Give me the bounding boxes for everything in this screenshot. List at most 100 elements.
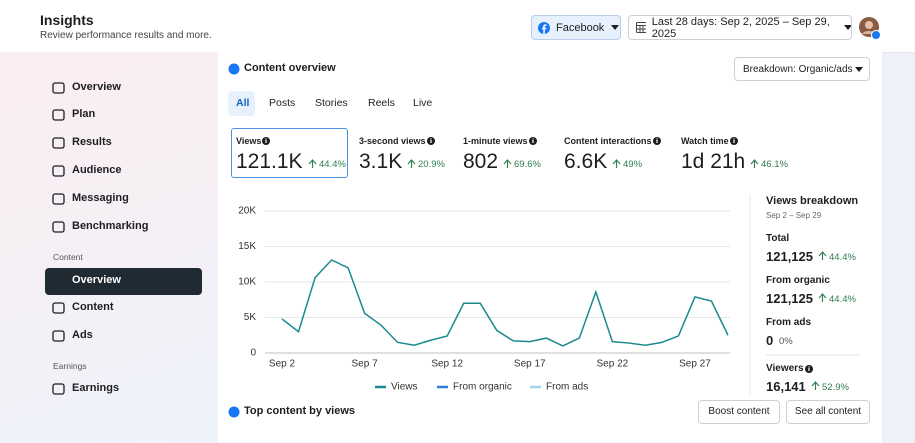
info-icon-dot xyxy=(733,138,735,140)
info-icon-mark xyxy=(430,140,432,143)
nav-item[interactable]: Ads xyxy=(72,329,93,341)
up-arrow xyxy=(308,159,317,168)
calendar-icon xyxy=(636,22,646,33)
panel-row-value: 16,141 xyxy=(766,379,806,394)
content-card xyxy=(218,52,882,443)
info-icon-mark xyxy=(265,140,267,143)
panel-row-label: Total xyxy=(766,233,790,244)
tab[interactable]: Stories xyxy=(315,97,348,109)
facebook-icon xyxy=(228,406,240,418)
panel-row-label: From ads xyxy=(766,317,812,328)
panel-date: Sep 2 – Sep 29 xyxy=(766,211,822,220)
panel-row-value: 121,125 xyxy=(766,249,813,264)
panel-row-label: From organic xyxy=(766,275,830,286)
info-icon-dot xyxy=(656,138,658,140)
x-tick-label: Sep 12 xyxy=(431,359,463,370)
nav-icon xyxy=(52,137,65,149)
nav-icon xyxy=(52,383,65,395)
nav-item[interactable]: Earnings xyxy=(72,382,120,394)
nav-item[interactable]: Plan xyxy=(72,108,96,120)
tab[interactable]: Live xyxy=(413,97,433,109)
metric-label: 3-second views xyxy=(359,136,426,146)
x-tick-label: Sep 27 xyxy=(679,359,711,370)
metric-value: 3.1K xyxy=(359,150,403,173)
up-arrow xyxy=(818,293,827,302)
legend-label: Views xyxy=(391,382,418,393)
line-series xyxy=(281,259,729,347)
nav-item[interactable]: Results xyxy=(72,136,112,148)
metric-value: 802 xyxy=(463,150,499,173)
info-icon-mark xyxy=(733,140,735,143)
y-tick-label: 0 xyxy=(250,348,256,359)
nav-icon xyxy=(52,193,65,205)
nav-icon xyxy=(52,330,65,342)
nav-item[interactable]: Benchmarking xyxy=(72,220,149,232)
x-tick-label: Sep 22 xyxy=(597,359,629,370)
info-icon-mark xyxy=(656,140,658,143)
y-tick-label: 10K xyxy=(238,277,256,288)
caret xyxy=(855,67,863,72)
info-icon-mark xyxy=(532,140,534,143)
up-arrow xyxy=(750,159,759,168)
nav-item[interactable]: Overview xyxy=(72,81,121,93)
avatar[interactable] xyxy=(858,16,882,40)
nav-icon xyxy=(52,165,65,177)
tab-selected-bg xyxy=(228,91,255,116)
metric-change: 69.6% xyxy=(514,159,541,170)
up-arrow xyxy=(818,251,827,260)
nav-item[interactable]: Messaging xyxy=(72,192,129,204)
page-subtitle: Review performance results and more. xyxy=(40,30,212,41)
metric-label: Views xyxy=(236,136,262,146)
panel-row-change: 44.4% xyxy=(829,252,856,263)
metric-value: 121.1K xyxy=(236,150,303,173)
facebook-icon xyxy=(538,21,550,34)
metric-change: 49% xyxy=(623,159,643,170)
nav-section-label: Earnings xyxy=(53,361,87,371)
y-tick-label: 15K xyxy=(238,241,256,252)
info-icon-mark xyxy=(808,368,810,371)
panel-row-change: 0% xyxy=(779,336,793,347)
metric-change: 44.4% xyxy=(319,159,346,170)
x-tick-label: Sep 2 xyxy=(269,359,296,370)
caret xyxy=(843,25,851,30)
y-tick-label: 5K xyxy=(244,312,257,323)
up-arrow xyxy=(612,159,621,168)
nav-icon xyxy=(52,82,65,94)
metric-value: 1d 21h xyxy=(681,150,746,173)
metric-label: Content interactions xyxy=(564,136,652,146)
y-tick-label: 20K xyxy=(238,206,256,217)
info-icon-dot xyxy=(265,138,267,140)
breakdown-dropdown[interactable]: Breakdown: Organic/ads xyxy=(734,57,870,81)
button[interactable]: Boost content xyxy=(698,400,780,424)
tab[interactable]: Posts xyxy=(269,97,296,109)
legend-label: From ads xyxy=(546,382,588,393)
nav-icon xyxy=(52,221,65,233)
platform-dropdown[interactable]: Facebook xyxy=(531,15,621,40)
metric-value: 6.6K xyxy=(564,150,608,173)
metric-change: 20.9% xyxy=(418,159,445,170)
section-title: Top content by views xyxy=(244,405,356,417)
platform-label: Facebook xyxy=(556,21,605,34)
panel-row-label: Viewers xyxy=(766,363,804,374)
panel-row-change: 44.4% xyxy=(829,294,856,305)
metric-change: 46.1% xyxy=(761,159,788,170)
page-title: Insights xyxy=(40,12,94,28)
button[interactable]: See all content xyxy=(786,400,870,424)
x-tick-label: Sep 7 xyxy=(352,359,379,370)
panel-row-value: 121,125 xyxy=(766,291,813,306)
x-tick-label: Sep 17 xyxy=(514,359,546,370)
header: Insights Review performance results and … xyxy=(0,0,915,53)
date-dropdown[interactable]: Last 28 days: Sep 2, 2025 – Sep 29, 2025 xyxy=(628,15,852,40)
nav-item[interactable]: Content xyxy=(72,301,114,313)
metric-selected-box xyxy=(231,128,348,178)
nav-item[interactable]: Audience xyxy=(72,164,122,176)
tab[interactable]: Reels xyxy=(368,97,395,109)
tab[interactable]: All xyxy=(236,97,250,109)
up-arrow xyxy=(407,159,416,168)
legend-label: From organic xyxy=(453,382,512,393)
date-label: Last 28 days: Sep 2, 2025 – Sep 29, 2025 xyxy=(651,15,830,40)
panel-title: Views breakdown xyxy=(766,195,859,207)
nav-item[interactable]: Overview xyxy=(72,274,121,286)
